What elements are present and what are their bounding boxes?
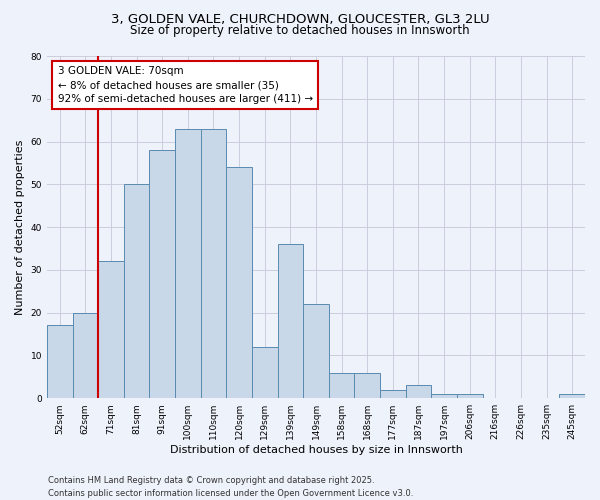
Bar <box>380 390 406 398</box>
Text: 3 GOLDEN VALE: 70sqm
← 8% of detached houses are smaller (35)
92% of semi-detach: 3 GOLDEN VALE: 70sqm ← 8% of detached ho… <box>58 66 313 104</box>
Text: Size of property relative to detached houses in Innsworth: Size of property relative to detached ho… <box>130 24 470 37</box>
Bar <box>149 150 175 398</box>
Bar <box>73 312 98 398</box>
Bar <box>355 372 380 398</box>
Bar <box>431 394 457 398</box>
X-axis label: Distribution of detached houses by size in Innsworth: Distribution of detached houses by size … <box>170 445 463 455</box>
Bar <box>175 128 200 398</box>
Y-axis label: Number of detached properties: Number of detached properties <box>15 140 25 315</box>
Bar <box>200 128 226 398</box>
Bar <box>124 184 149 398</box>
Bar <box>457 394 482 398</box>
Bar <box>252 347 278 398</box>
Bar <box>98 262 124 398</box>
Text: 3, GOLDEN VALE, CHURCHDOWN, GLOUCESTER, GL3 2LU: 3, GOLDEN VALE, CHURCHDOWN, GLOUCESTER, … <box>110 12 490 26</box>
Bar <box>559 394 585 398</box>
Bar <box>329 372 355 398</box>
Text: Contains HM Land Registry data © Crown copyright and database right 2025.
Contai: Contains HM Land Registry data © Crown c… <box>48 476 413 498</box>
Bar <box>406 386 431 398</box>
Bar <box>303 304 329 398</box>
Bar <box>278 244 303 398</box>
Bar <box>47 326 73 398</box>
Bar <box>226 167 252 398</box>
